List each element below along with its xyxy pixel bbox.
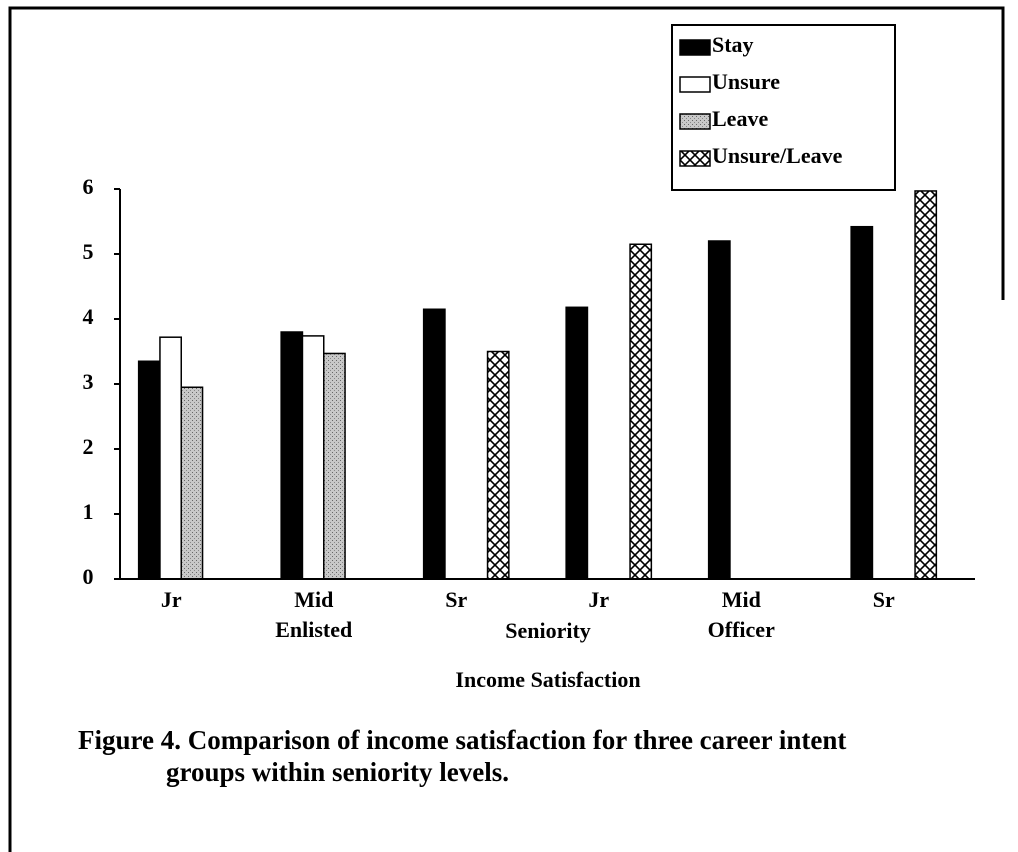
- x-axis-label: Seniority: [505, 618, 591, 643]
- legend-swatch: [679, 150, 711, 167]
- bar: [486, 350, 510, 580]
- y-tick-label: 4: [83, 304, 94, 329]
- bar: [323, 352, 346, 580]
- legend-swatch: [679, 39, 711, 56]
- caption: Figure 4. Comparison of income satisfact…: [78, 725, 846, 755]
- x-tick-label: Mid: [722, 587, 761, 612]
- bar: [180, 386, 204, 580]
- x-tick-label: Sr: [445, 587, 467, 612]
- bar: [422, 308, 446, 580]
- bar: [850, 225, 874, 580]
- legend-label: Unsure/Leave: [712, 143, 843, 168]
- y-tick-label: 5: [83, 239, 94, 264]
- x-tick-label: Jr: [588, 587, 609, 612]
- bar: [707, 240, 731, 580]
- legend-label: Stay: [712, 32, 754, 57]
- bar: [301, 335, 325, 580]
- bar: [914, 190, 938, 580]
- y-tick-label: 6: [83, 174, 94, 199]
- y-tick-label: 3: [83, 369, 94, 394]
- bar: [629, 243, 653, 580]
- legend-label: Unsure: [712, 69, 780, 94]
- legend-swatch: [679, 76, 711, 93]
- caption: groups within seniority levels.: [166, 757, 509, 787]
- y-tick-label: 0: [83, 564, 94, 589]
- legend-label: Leave: [712, 106, 768, 131]
- bar: [565, 306, 589, 580]
- legend-swatch: [679, 113, 711, 130]
- x-tick-label: Jr: [161, 587, 182, 612]
- bar: [159, 336, 182, 580]
- group-label: Enlisted: [275, 617, 352, 642]
- y-tick-label: 2: [83, 434, 94, 459]
- group-label: Officer: [708, 617, 775, 642]
- bar: [137, 360, 161, 580]
- subtitle: Income Satisfaction: [455, 667, 640, 692]
- x-tick-label: Mid: [294, 587, 333, 612]
- y-tick-label: 1: [83, 499, 94, 524]
- x-tick-label: Sr: [873, 587, 895, 612]
- bar: [280, 331, 304, 580]
- frame: [8, 6, 1005, 852]
